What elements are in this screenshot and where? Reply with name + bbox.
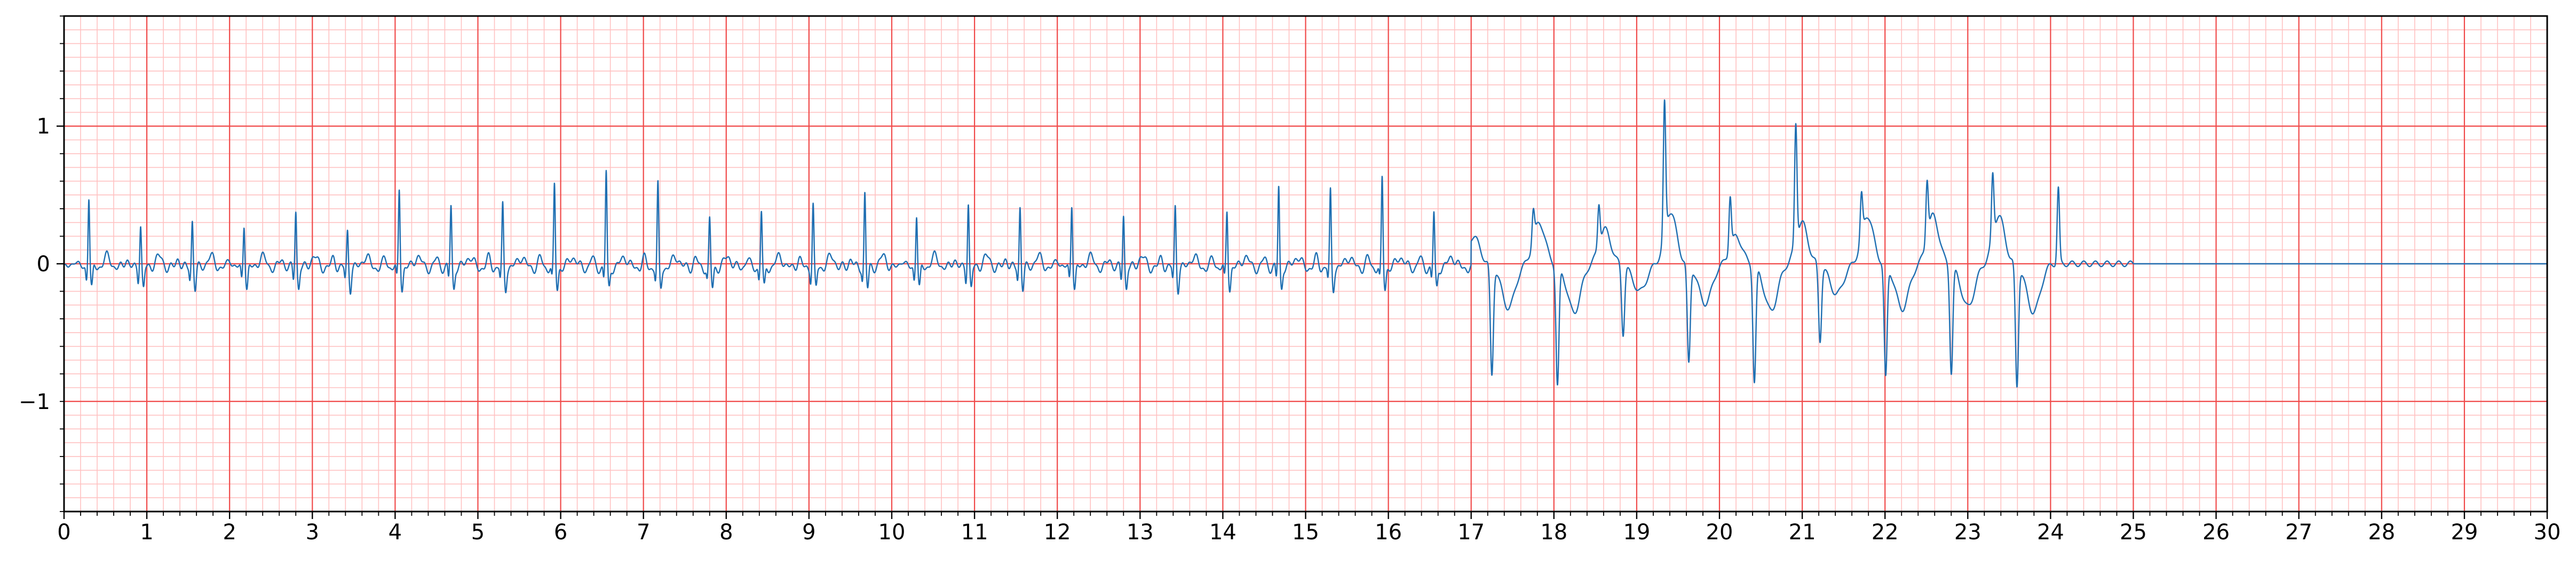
x-tick-label: 15 [1292,520,1319,545]
x-tick-label: 11 [961,520,988,545]
x-tick-label: 17 [1457,520,1485,545]
x-tick-label: 9 [802,520,815,545]
ecg-trace-layer [63,99,2547,388]
x-axis: 0 1 2 3 4 5 6 7 8 9 10 11 12 13 14 15 16 17 18 19 20 21 22 23 24… [57,512,2561,545]
ecg-trace-line [63,99,2134,388]
x-tick-label: 6 [554,520,567,545]
x-tick-label: 5 [471,520,485,545]
x-tick-label: 20 [1706,520,1733,545]
x-tick-label: 21 [1789,520,1816,545]
x-tick-label: 12 [1044,520,1071,545]
x-tick-label: 22 [1872,520,1899,545]
x-tick-label: 26 [2202,520,2230,545]
x-tick-label: 30 [2534,520,2561,545]
x-tick-label: 8 [719,520,733,545]
x-tick-label: 16 [1375,520,1402,545]
x-tick-label: 18 [1540,520,1567,545]
x-tick-label: 3 [306,520,319,545]
x-tick-label: 25 [2120,520,2147,545]
x-tick-label: 28 [2368,520,2395,545]
x-tick-label: 27 [2285,520,2312,545]
x-tick-label: 14 [1209,520,1237,545]
y-tick-label: 1 [37,114,50,139]
x-tick-label: 4 [389,520,402,545]
x-tick-label: 19 [1623,520,1650,545]
y-tick-label: 0 [37,252,50,277]
x-tick-label: 2 [223,520,236,545]
y-tick-label: −1 [19,390,50,414]
x-tick-label: 13 [1127,520,1154,545]
x-tick-label: 24 [2037,520,2064,545]
x-tick-label: 7 [637,520,650,545]
x-tick-label: 10 [878,520,906,545]
x-tick-label: 23 [1954,520,1981,545]
x-tick-label: 29 [2451,520,2478,545]
x-tick-label: 1 [140,520,153,545]
y-axis: −1 0 1 [19,15,64,512]
x-tick-label: 0 [57,520,70,545]
